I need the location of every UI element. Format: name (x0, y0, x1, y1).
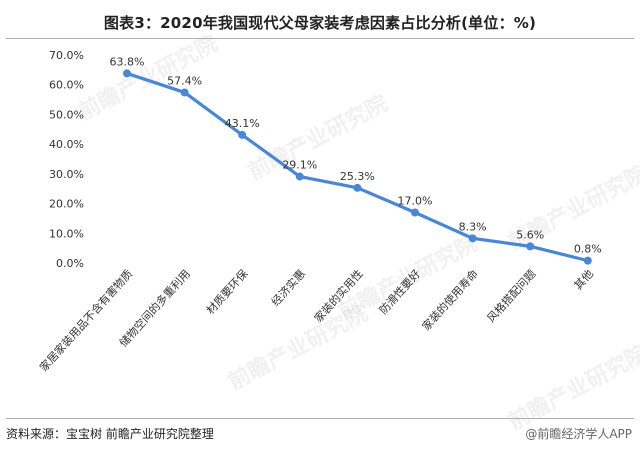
y-tick-label: 40.0% (49, 138, 84, 151)
data-point (238, 130, 247, 139)
x-tick-label: 家居家装用品不含有害物质 (37, 267, 136, 374)
brand-label: @前瞻经济学人APP (525, 427, 632, 441)
y-tick-label: 10.0% (49, 227, 84, 240)
data-label: 8.3% (459, 220, 487, 233)
y-tick-label: 70.0% (49, 49, 84, 62)
x-tick-label: 材质要环保 (203, 267, 250, 317)
data-point (123, 69, 131, 78)
data-label: 17.0% (398, 194, 433, 207)
data-label: 0.8% (574, 243, 602, 256)
x-tick-label: 其他 (572, 267, 596, 292)
x-tick-label: 家装的使用寿命 (419, 267, 481, 334)
top-divider (6, 38, 634, 39)
data-label: 43.1% (225, 117, 260, 130)
chart-title: 图表3：2020年我国现代父母家装考虑因素占比分析(单位：%) (103, 14, 537, 32)
x-tick-label: 经济实惠 (268, 267, 308, 309)
x-tick-label: 防滑性要好 (376, 267, 423, 317)
y-tick-label: 30.0% (49, 168, 84, 181)
x-tick-label: 家装的实用性 (311, 267, 366, 325)
bottom-divider (6, 418, 634, 419)
data-label: 57.4% (167, 74, 202, 87)
data-label: 5.6% (516, 228, 544, 241)
data-point (583, 256, 592, 265)
data-point (180, 88, 189, 97)
data-label: 63.8% (110, 55, 145, 68)
data-point (295, 172, 304, 181)
y-tick-label: 0.0% (56, 257, 84, 270)
data-point (468, 234, 477, 243)
y-tick-label: 60.0% (49, 79, 84, 92)
data-point (353, 183, 362, 192)
data-label: 29.1% (282, 159, 317, 172)
source-note: 资料来源：宝宝树 前瞻产业研究院整理 (6, 427, 214, 441)
data-point (526, 242, 535, 251)
data-point (411, 208, 419, 217)
y-tick-label: 20.0% (49, 198, 84, 211)
y-tick-label: 50.0% (49, 108, 84, 121)
x-tick-label: 风格搭配问题 (484, 267, 539, 325)
data-label: 25.3% (340, 170, 375, 183)
